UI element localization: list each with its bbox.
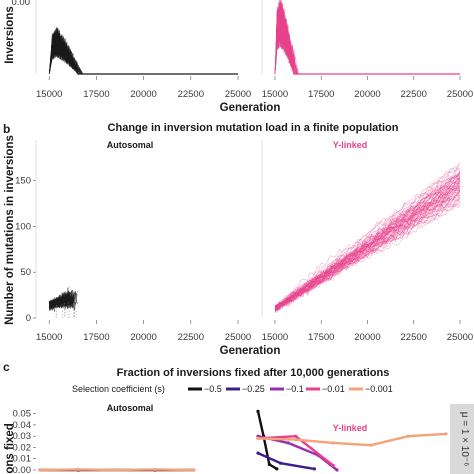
panel-c-facet-autosomal: Autosomal [107,403,154,413]
panel-c-ytick-label: 0.04 [13,420,32,431]
panel-c-legend-label: −0.25 [242,384,265,394]
panel-c-point [294,438,298,442]
panel-c-point [256,409,260,413]
panel-b-series-line [274,185,461,312]
panel-b-xtick-label: 15000 [36,332,62,343]
panel-b-series-line [274,172,461,310]
panel-a-xtick-label: 17500 [308,89,334,100]
panel-a-xtick-label: 15000 [36,89,62,100]
panel-b-xtick-label: 25000 [225,332,251,343]
panel-b-xtick-label: 20000 [354,332,380,343]
panel-c-point [115,468,119,472]
panel-b-series-line [274,198,461,311]
panel-b-ytick-label: 0 [26,313,31,324]
panel-c-point [331,463,335,468]
panel-c-ytick-label: 0.01 [13,454,32,465]
panel-c: c Fraction of inversions fixed after 10,… [3,360,474,474]
panel-c-legend-label: −0.01 [322,384,345,394]
panel-b-ytick-label: 100 [15,221,31,232]
panel-c-series-line [257,432,447,447]
panel-c-point [153,467,157,471]
panel-a-ytick-label: 0.00 [12,0,31,8]
panel-c-facet-ylinked: Y-linked [333,423,368,433]
panel-b-xtick-label: 17500 [83,332,109,343]
panel-c-ytick-label: 0.00 [13,465,32,474]
panel-c-ytick-label: 0.03 [13,431,32,442]
panel-b-series-line [274,189,461,311]
panel-b: b Change in inversion mutation load in a… [3,122,473,357]
panel-b-xtick-label: 22500 [178,332,204,343]
panel-c-point [294,434,298,438]
panel-b-ytick-label: 50 [20,267,31,278]
panel-c-point [335,468,339,472]
panel-c-ytick-label: 0.05 [13,409,32,420]
panel-c-point [406,434,410,438]
panel-a: Inversions 0.00 15000 17500 20000 22500 2500… [4,0,473,114]
panel-c-point [275,467,279,471]
panel-b-series-line [274,193,461,311]
panel-b-label: b [3,122,10,136]
panel-b-series-line [274,170,461,309]
panel-b-ytick-label: 150 [15,176,31,187]
panel-c-legend-label: −0.1 [286,384,304,394]
panel-b-facet-ylinked: Y-linked [333,140,368,150]
panel-c-point [444,432,448,436]
panel-b-xtick-label: 22500 [401,332,427,343]
panel-b-xtick-label: 25000 [447,332,473,343]
panel-b-series-line [274,170,461,310]
panel-c-point [76,467,80,471]
panel-c-point [38,468,42,472]
panel-a-xtick-label: 17500 [83,89,109,100]
panel-b-title: Change in inversion mutation load in a f… [108,122,399,134]
panel-b-series-line [275,185,461,306]
panel-a-xtick-label: 15000 [262,89,288,100]
panel-a-ylabel: Inversions [4,6,16,64]
panel-a-series-line [274,2,295,75]
panel-a-xtick-label: 20000 [354,89,380,100]
panel-c-point [331,441,335,445]
panel-c-legend-title: Selection coefficient (s) [72,384,165,394]
panel-c-label: c [3,360,10,374]
panel-a-xlabel: Generation [220,102,281,114]
panel-b-series-line [49,293,69,307]
panel-a-series-line [274,0,295,75]
panel-c-ytick-label: 0.02 [13,442,32,453]
panel-b-series-line [48,299,74,311]
panel-b-series-line [274,166,461,311]
panel-c-point [256,436,260,440]
panel-a-xtick-label: 22500 [401,89,427,100]
panel-a-xtick-label: 25000 [225,89,251,100]
panel-b-xtick-label: 15000 [262,332,288,343]
panel-b-series-line [48,289,77,305]
panel-b-series-line [274,165,461,309]
panel-c-strip-label: μ = 1 × 10⁻⁶ [459,412,470,467]
panel-c-point [267,462,271,466]
panel-c-ylabel: ions fixed [4,423,16,474]
panel-b-xlabel: Generation [220,345,281,357]
panel-c-point [286,441,290,445]
panel-c-legend-label: −0.5 [204,384,222,394]
panel-a-series-line [48,33,83,75]
panel-b-xtick-label: 20000 [130,332,156,343]
panel-c-point [192,468,196,472]
panel-c-facet-strip [450,404,474,474]
panel-c-point [369,443,373,447]
panel-c-series-line [256,411,278,470]
panel-a-xtick-label: 25000 [447,89,473,100]
panel-b-xtick-label: 17500 [308,332,334,343]
panel-a-series-line [274,1,299,75]
panel-c-point [312,467,316,471]
panel-b-series-line [274,178,461,310]
panel-a-xtick-label: 22500 [178,89,204,100]
panel-a-xtick-label: 20000 [130,89,156,100]
panel-c-point [279,461,283,465]
panel-c-legend-label: −0.001 [365,384,393,394]
panel-b-ylabel: Number of mutations in inversions [4,135,16,325]
panel-c-point [256,451,260,455]
panel-c-point [256,434,260,438]
panel-c-title: Fraction of inversions fixed after 10,00… [117,367,390,379]
panel-b-facet-autosomal: Autosomal [107,140,154,150]
